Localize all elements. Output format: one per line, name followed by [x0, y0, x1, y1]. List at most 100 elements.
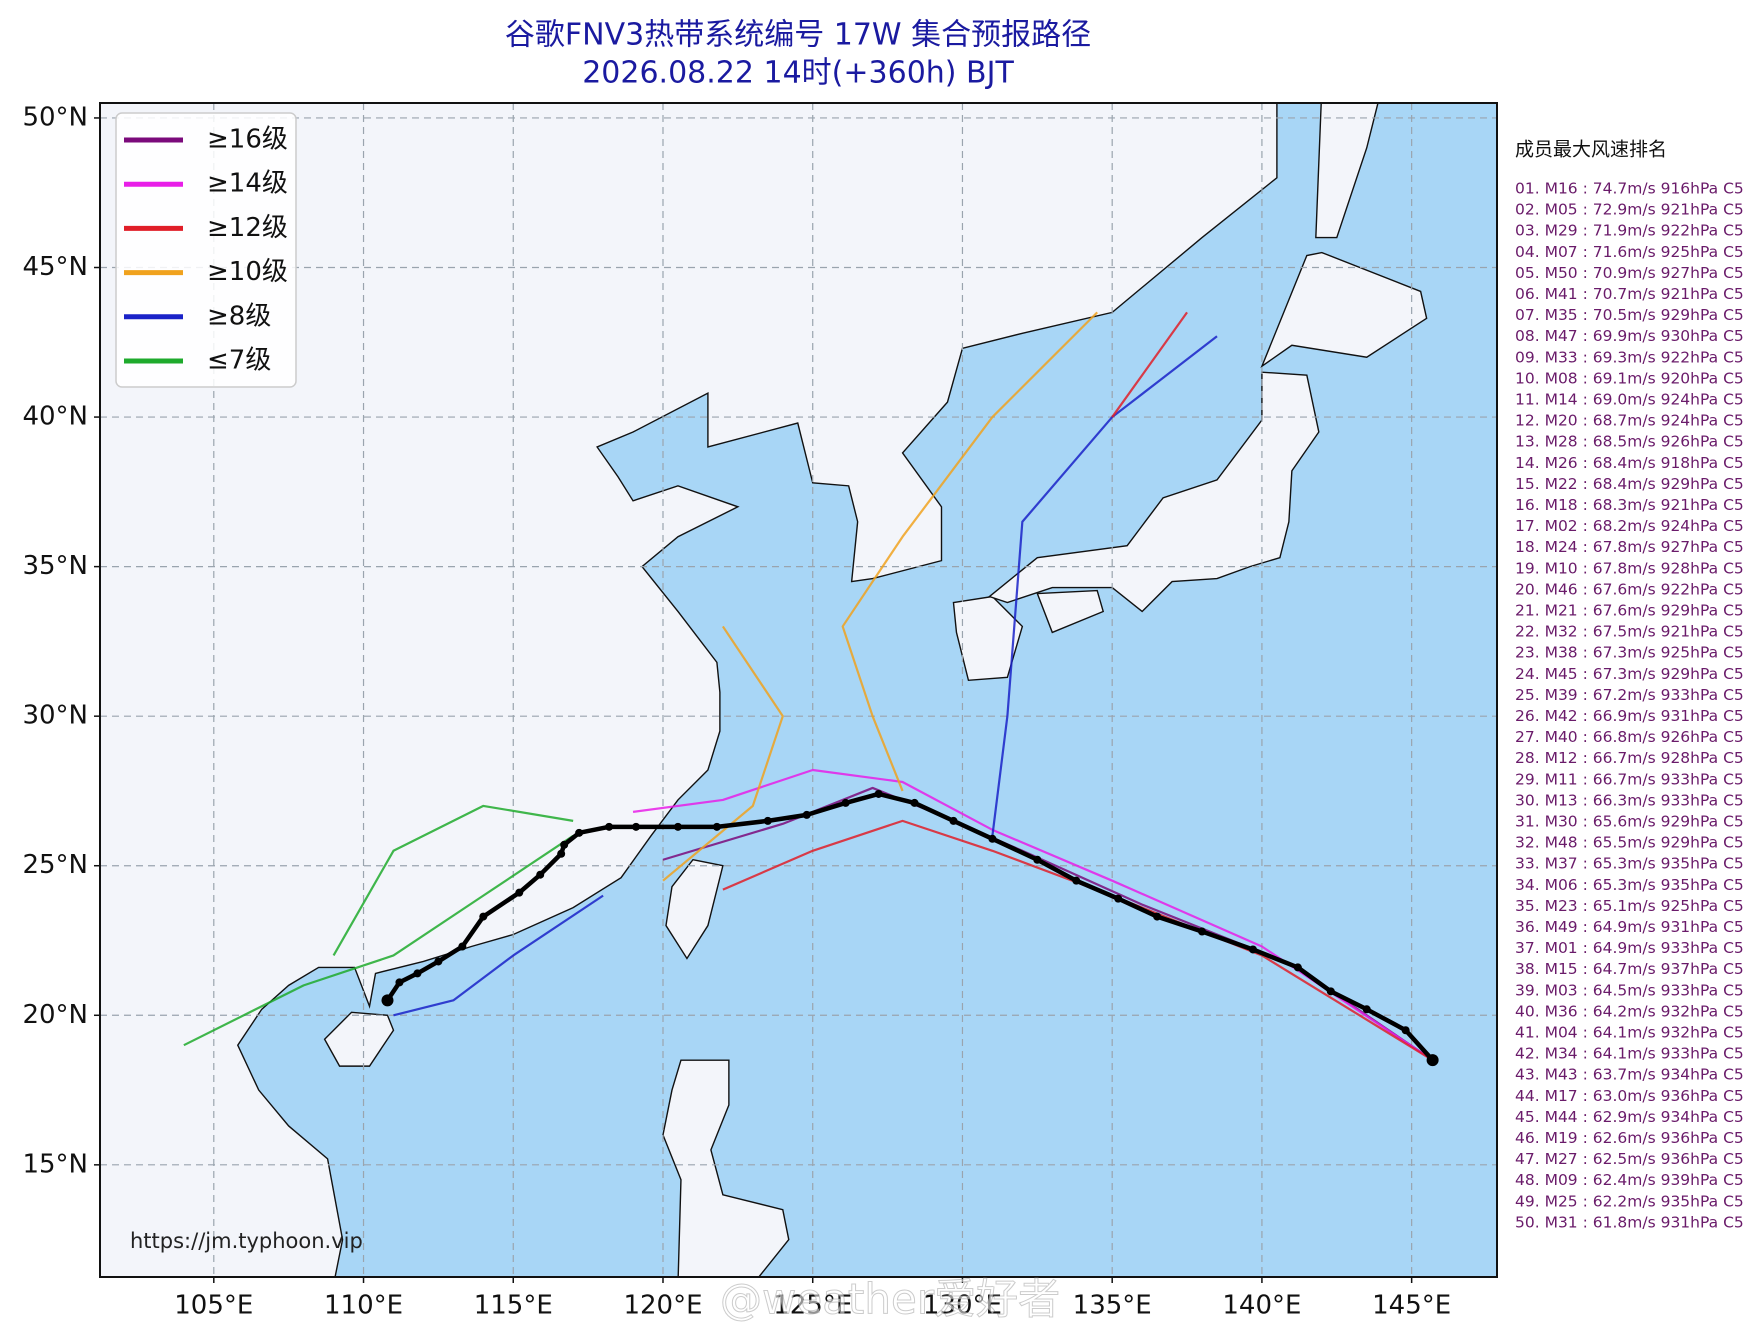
- ranking-entry: 31. M30 : 65.6m/s 929hPa C5: [1515, 813, 1744, 831]
- mean-track-point: [1401, 1026, 1410, 1035]
- ranking-entry: 12. M20 : 68.7m/s 924hPa C5: [1515, 412, 1744, 430]
- ranking-entry: 29. M11 : 66.7m/s 933hPa C5: [1515, 770, 1744, 788]
- tracks-layer: [183, 311, 1439, 1067]
- ranking-entry: 07. M35 : 70.5m/s 929hPa C5: [1515, 306, 1744, 324]
- y-tick-label: 30°N: [22, 701, 88, 731]
- land: [662, 1059, 790, 1277]
- title: 谷歌FNV3热带系统编号 17W 集合预报路径: [505, 18, 1091, 53]
- legend-label: ≤7级: [207, 346, 271, 376]
- x-tick-label: 145°E: [1372, 1291, 1451, 1321]
- x-tick-label: 125°E: [773, 1291, 852, 1321]
- mean-track-point: [632, 822, 641, 831]
- ranking-entry: 20. M46 : 67.6m/s 922hPa C5: [1515, 580, 1744, 598]
- y-tick-label: 20°N: [22, 1000, 88, 1030]
- mean-track-point: [1072, 876, 1081, 885]
- y-tick-label: 15°N: [22, 1149, 88, 1179]
- ranking-entry: 06. M41 : 70.7m/s 921hPa C5: [1515, 285, 1744, 303]
- ranking-entry: 41. M04 : 64.1m/s 932hPa C5: [1515, 1024, 1744, 1042]
- ranking-entry: 42. M34 : 64.1m/s 933hPa C5: [1515, 1045, 1744, 1063]
- mean-track-point: [1153, 912, 1162, 921]
- ranking-title: 成员最大风速排名: [1515, 139, 1667, 161]
- mean-track-point: [1426, 1054, 1439, 1067]
- member-track: [393, 894, 604, 1017]
- member-track: [662, 625, 784, 882]
- ranking-entry: 44. M17 : 63.0m/s 936hPa C5: [1515, 1087, 1744, 1105]
- land: [323, 1011, 395, 1067]
- ranking-entry: 03. M29 : 71.9m/s 922hPa C5: [1515, 222, 1744, 240]
- ranking-entry: 24. M45 : 67.3m/s 929hPa C5: [1515, 665, 1744, 683]
- member-track: [991, 335, 1218, 836]
- ranking-entry: 47. M27 : 62.5m/s 936hPa C5: [1515, 1150, 1744, 1168]
- x-tick-label: 115°E: [474, 1291, 553, 1321]
- ranking-entry: 35. M23 : 65.1m/s 925hPa C5: [1515, 897, 1744, 915]
- subtitle: 2026.08.22 14时(+360h) BJT: [582, 56, 1014, 91]
- legend: ≥16级 ≥14级 ≥12级 ≥10级 ≥8级 ≤7级: [115, 112, 297, 388]
- ranking-entry: 50. M31 : 61.8m/s 931hPa C5: [1515, 1213, 1744, 1231]
- ranking-entry: 43. M43 : 63.7m/s 934hPa C5: [1515, 1066, 1744, 1084]
- legend-label: ≥10级: [207, 257, 288, 287]
- mean-track-point: [1114, 894, 1123, 903]
- ranking-entry: 11. M14 : 69.0m/s 924hPa C5: [1515, 391, 1744, 409]
- mean-track-point: [673, 822, 682, 831]
- ranking-entry: 23. M38 : 67.3m/s 925hPa C5: [1515, 644, 1744, 662]
- mean-track-point: [1362, 1005, 1371, 1014]
- ranking-entry: 13. M28 : 68.5m/s 926hPa C5: [1515, 433, 1744, 451]
- legend-label: ≥12级: [207, 213, 288, 243]
- y-tick-label: 25°N: [22, 850, 88, 880]
- ranking-entry: 22. M32 : 67.5m/s 921hPa C5: [1515, 623, 1744, 641]
- y-tick-label: 50°N: [22, 102, 88, 132]
- ranking-entry: 34. M06 : 65.3m/s 935hPa C5: [1515, 876, 1744, 894]
- ranking-entry: 19. M10 : 67.8m/s 928hPa C5: [1515, 559, 1744, 577]
- y-tick-label: 35°N: [22, 551, 88, 581]
- watermark: @weather爱好者: [720, 1275, 1060, 1324]
- ranking-entry: 39. M03 : 64.5m/s 933hPa C5: [1515, 981, 1744, 999]
- mean-track-point: [1198, 927, 1207, 936]
- member-track: [183, 834, 574, 1047]
- mean-track-point: [802, 810, 811, 819]
- mean-track-point: [605, 822, 614, 831]
- ranking-entry: 48. M09 : 62.4m/s 939hPa C5: [1515, 1171, 1744, 1189]
- ranking-entry: 02. M05 : 72.9m/s 921hPa C5: [1515, 201, 1744, 219]
- ranking-entry: 04. M07 : 71.6m/s 925hPa C5: [1515, 243, 1744, 261]
- mean-track-point: [1293, 963, 1302, 972]
- mean-track-point: [515, 888, 524, 897]
- ranking-entry: 09. M33 : 69.3m/s 922hPa C5: [1515, 348, 1744, 366]
- mean-track-point: [479, 912, 488, 921]
- legend-label: ≥14级: [207, 169, 288, 199]
- x-tick-label: 135°E: [1073, 1291, 1152, 1321]
- ranking-entry: 17. M02 : 68.2m/s 924hPa C5: [1515, 517, 1744, 535]
- member-track: [332, 804, 574, 957]
- ranking-entry: 49. M25 : 62.2m/s 935hPa C5: [1515, 1192, 1744, 1210]
- land: [665, 858, 724, 960]
- ranking-entry: 37. M01 : 64.9m/s 933hPa C5: [1515, 939, 1744, 957]
- ranking-entry: 27. M40 : 66.8m/s 926hPa C5: [1515, 728, 1744, 746]
- ranking-entry: 05. M50 : 70.9m/s 927hPa C5: [1515, 264, 1744, 282]
- legend-label: ≥8级: [207, 301, 271, 331]
- mean-track-point: [1033, 855, 1042, 864]
- member-track: [841, 311, 1098, 792]
- ranking-entry: 21. M21 : 67.6m/s 929hPa C5: [1515, 602, 1744, 620]
- ranking-entry: 28. M12 : 66.7m/s 928hPa C5: [1515, 749, 1744, 767]
- mean-track-point: [841, 798, 850, 807]
- x-tick-label: 120°E: [623, 1291, 702, 1321]
- ranking-entry: 15. M22 : 68.4m/s 929hPa C5: [1515, 475, 1744, 493]
- ranking-entry: 38. M15 : 64.7m/s 937hPa C5: [1515, 960, 1744, 978]
- mean-track-point: [458, 942, 467, 951]
- ranking-entry: 32. M48 : 65.5m/s 929hPa C5: [1515, 834, 1744, 852]
- ranking-entry: 14. M26 : 68.4m/s 918hPa C5: [1515, 454, 1744, 472]
- land: [1260, 251, 1428, 369]
- mean-track-point: [575, 828, 584, 837]
- mean-track-point: [413, 969, 422, 978]
- x-tick-label: 105°E: [174, 1291, 253, 1321]
- ranking-entry: 16. M18 : 68.3m/s 921hPa C5: [1515, 496, 1744, 514]
- x-tick-label: 130°E: [923, 1291, 1002, 1321]
- mean-track-point: [557, 849, 566, 858]
- ranking-entry: 45. M44 : 62.9m/s 934hPa C5: [1515, 1108, 1744, 1126]
- mean-track-point: [712, 822, 721, 831]
- member-track: [1111, 311, 1188, 418]
- ranking-entry: 40. M36 : 64.2m/s 932hPa C5: [1515, 1002, 1744, 1020]
- land: [1036, 589, 1105, 634]
- mean-track-point: [874, 789, 883, 798]
- ranking-entry: 36. M49 : 64.9m/s 931hPa C5: [1515, 918, 1744, 936]
